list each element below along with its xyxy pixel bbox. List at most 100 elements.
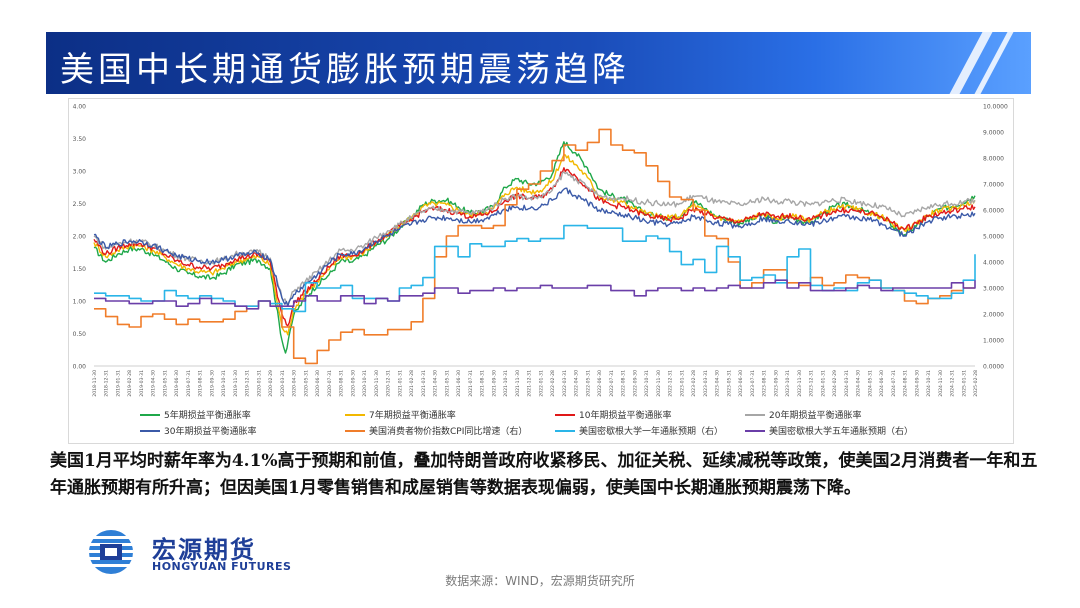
x-axis-tick-label: 2022-09-30 [632, 370, 638, 397]
x-axis-tick-label: 2020-01-31 [256, 370, 262, 397]
legend-swatch [555, 413, 575, 416]
x-axis-tick-label: 2021-11-30 [515, 370, 521, 397]
left-axis-tick-label: 3.00 [73, 169, 87, 176]
x-axis-tick-label: 2019-05-31 [162, 370, 168, 397]
legend-item: 美国密歇根大学五年通胀预期（右） [745, 424, 913, 437]
x-axis-tick-label: 2024-11-30 [938, 370, 944, 397]
x-axis-tick-label: 2024-12-31 [950, 370, 956, 397]
x-axis-tick-label: 2020-07-31 [327, 370, 333, 397]
x-axis-tick-label: 2020-08-31 [339, 370, 345, 397]
right-axis-tick-label: 2.0000 [983, 312, 1004, 319]
x-axis-tick-label: 2018-12-31 [104, 370, 110, 397]
x-axis-tick-label: 2023-11-30 [797, 370, 803, 397]
series-line [93, 141, 976, 354]
title-bar: 美国中长期通货膨胀预期震荡趋降 [46, 32, 1031, 94]
legend-label: 20年期损益平衡通胀率 [769, 411, 862, 421]
left-axis-tick-label: 1.00 [73, 299, 87, 306]
x-axis-tick-label: 2024-10-31 [926, 370, 932, 397]
x-axis-tick-label: 2021-04-30 [433, 370, 439, 397]
page-title: 美国中长期通货膨胀预期震荡趋降 [60, 50, 630, 90]
legend-item: 10年期损益平衡通胀率 [555, 408, 671, 421]
right-axis-tick-label: 8.0000 [983, 156, 1004, 163]
x-axis-tick-label: 2019-10-31 [221, 370, 227, 397]
x-axis-tick-label: 2020-12-31 [386, 370, 392, 397]
legend-swatch [745, 413, 765, 416]
series-line [94, 224, 976, 313]
legend-swatch [140, 413, 160, 416]
right-axis-tick-label: 4.0000 [983, 260, 1004, 267]
x-axis-tick-label: 2021-06-30 [456, 370, 462, 397]
legend-item: 美国密歇根大学一年通胀预期（右） [555, 424, 723, 437]
x-axis-tick-label: 2022-10-31 [644, 370, 650, 397]
legend-label: 10年期损益平衡通胀率 [579, 411, 672, 421]
x-axis-tick-label: 2021-02-28 [409, 370, 415, 397]
legend-item: 5年期损益平衡通胀率 [140, 408, 251, 421]
series-line [93, 167, 976, 327]
brand-name-cn: 宏源期货 [152, 536, 256, 564]
x-axis-tick-label: 2019-04-30 [151, 370, 157, 397]
x-axis-tick-label: 2023-01-31 [679, 370, 685, 397]
x-axis-tick-label: 2023-08-31 [762, 370, 768, 397]
x-axis-tick-label: 2024-09-30 [914, 370, 920, 397]
data-source: 数据来源：WIND，宏源期货研究所 [445, 574, 635, 588]
legend-label: 7年期损益平衡通胀率 [369, 411, 456, 421]
x-axis-tick-label: 2020-09-30 [350, 370, 356, 397]
x-axis-tick-label: 2019-01-31 [115, 370, 121, 397]
series-line [94, 279, 976, 310]
hongyuan-logo-icon [78, 530, 144, 574]
x-axis-tick-label: 2025-01-31 [961, 370, 967, 397]
x-axis-tick-label: 2022-03-31 [562, 370, 568, 397]
x-axis-tick-label: 2023-06-30 [738, 370, 744, 397]
left-axis-tick-label: 2.50 [73, 201, 87, 208]
x-axis-tick-label: 2024-05-31 [867, 370, 873, 397]
left-axis-tick-label: 0.00 [73, 364, 87, 371]
x-axis-tick-label: 2019-02-28 [127, 370, 133, 397]
x-axis-tick-label: 2020-03-31 [280, 370, 286, 397]
x-axis-tick-label: 2020-02-29 [268, 370, 274, 397]
right-axis-tick-label: 9.0000 [983, 130, 1004, 137]
chart-legend: 5年期损益平衡通胀率 7年期损益平衡通胀率 10年期损益平衡通胀率 20年期损益平衡通… [70, 406, 1010, 442]
legend-label: 5年期损益平衡通胀率 [164, 411, 251, 421]
legend-label: 美国消费者物价指数CPI同比增速（右） [369, 427, 528, 437]
left-axis-tick-label: 2.00 [73, 234, 87, 241]
x-axis-tick-label: 2023-12-31 [809, 370, 815, 397]
left-axis-tick-label: 3.50 [73, 136, 87, 143]
x-axis-tick-label: 2023-03-31 [703, 370, 709, 397]
legend-swatch [345, 413, 365, 416]
x-axis-tick-label: 2021-07-31 [468, 370, 474, 397]
x-axis-tick-label: 2020-05-31 [303, 370, 309, 397]
x-axis-tick-label: 2023-02-28 [691, 370, 697, 397]
x-axis-tick-label: 2020-11-30 [374, 370, 380, 397]
x-axis-tick-label: 2020-06-30 [315, 370, 321, 397]
left-axis-tick-label: 0.50 [73, 331, 87, 338]
x-axis-tick-label: 2022-01-31 [538, 370, 544, 397]
legend-label: 美国密歇根大学五年通胀预期（右） [769, 427, 914, 437]
x-axis-tick-label: 2023-10-31 [785, 370, 791, 397]
legend-item: 20年期损益平衡通胀率 [745, 408, 861, 421]
left-axis-tick-label: 4.00 [73, 104, 87, 111]
x-axis-tick-label: 2024-04-30 [856, 370, 862, 397]
x-axis-tick-label: 2022-04-30 [574, 370, 580, 397]
x-axis-tick-label: 2020-10-31 [362, 370, 368, 397]
brand-logo: 宏源期货 HONGYUAN FUTURES [78, 528, 338, 576]
x-axis-tick-label: 2019-08-31 [198, 370, 204, 397]
legend-swatch [555, 429, 575, 432]
x-axis-tick-label: 2023-04-30 [715, 370, 721, 397]
legend-label: 30年期损益平衡通胀率 [164, 427, 257, 437]
x-axis-tick-label: 2021-08-31 [480, 370, 486, 397]
x-axis-tick-label: 2020-04-30 [292, 370, 298, 397]
x-axis-tick-label: 2019-07-31 [186, 370, 192, 397]
x-axis-tick-label: 2019-03-31 [139, 370, 145, 397]
left-axis-tick-label: 1.50 [73, 266, 87, 273]
x-axis-tick-label: 2019-12-31 [245, 370, 251, 397]
right-axis-tick-label: 5.0000 [983, 234, 1004, 241]
x-axis-tick-label: 2021-05-31 [444, 370, 450, 397]
right-axis-tick-label: 6.0000 [983, 208, 1004, 215]
series-line [93, 154, 976, 336]
x-axis-tick-label: 2021-12-31 [527, 370, 533, 397]
legend-label: 美国密歇根大学一年通胀预期（右） [579, 427, 724, 437]
right-axis-tick-label: 7.0000 [983, 182, 1004, 189]
x-axis-tick-label: 2024-01-31 [820, 370, 826, 397]
series-line [93, 187, 976, 307]
